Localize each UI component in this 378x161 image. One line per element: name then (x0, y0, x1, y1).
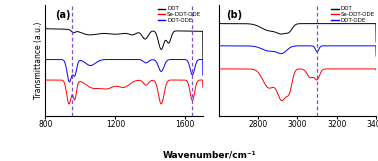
Text: (a): (a) (55, 10, 70, 20)
Legend: DDT, Se-DDT-ODE, DDT-ODE: DDT, Se-DDT-ODE, DDT-ODE (158, 6, 201, 23)
Legend: DDT, Se-DDT-ODE, DDT-ODE: DDT, Se-DDT-ODE, DDT-ODE (331, 6, 375, 23)
Text: Wavenumber/cm⁻¹: Wavenumber/cm⁻¹ (163, 151, 257, 160)
Text: (b): (b) (226, 10, 243, 20)
Y-axis label: Transmittance (a.u.): Transmittance (a.u.) (34, 22, 43, 99)
